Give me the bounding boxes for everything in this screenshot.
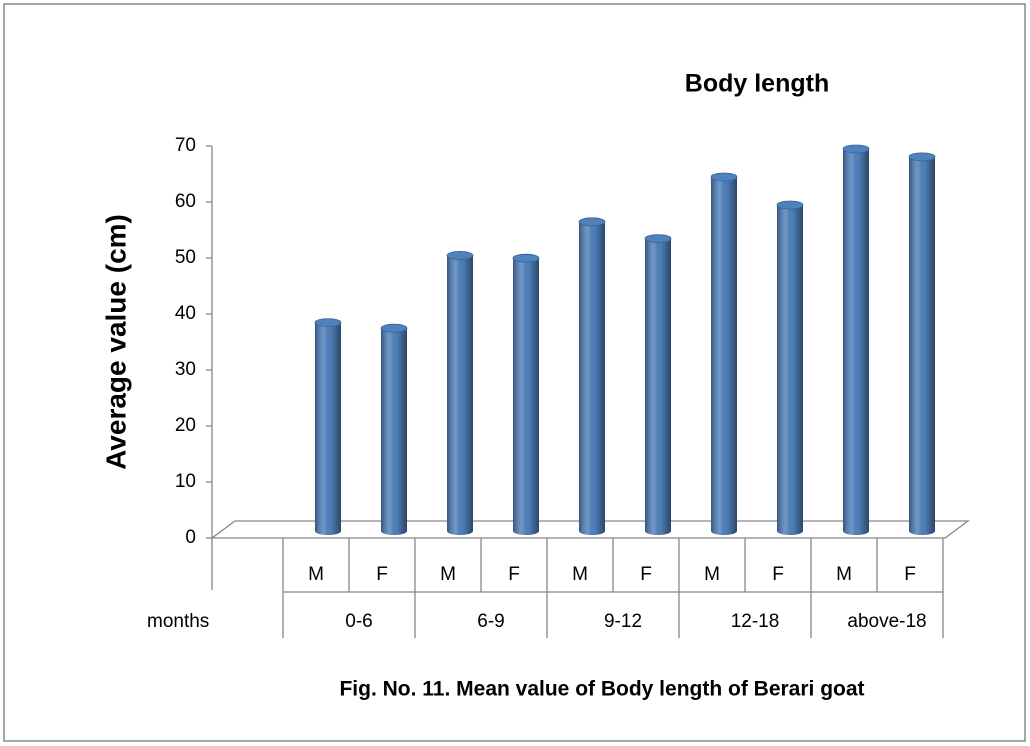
chart-title: Body length <box>685 70 829 98</box>
bar-top <box>314 318 342 328</box>
bar-shade <box>579 217 605 536</box>
x-tick-label: F <box>904 564 916 585</box>
bar-top <box>908 152 936 162</box>
x-tick-label: M <box>440 564 456 585</box>
group-label: 6-9 <box>477 611 504 632</box>
bar-shade <box>777 201 803 535</box>
bar-shade <box>909 152 935 535</box>
x-tick-label: M <box>308 564 324 585</box>
bar-top <box>512 253 540 263</box>
bar-shade <box>513 254 539 535</box>
x-tick-label: M <box>836 564 852 585</box>
bar-top <box>842 144 870 154</box>
x-axis-label: months <box>147 611 209 632</box>
x-tick-label: F <box>772 564 784 585</box>
bar-top <box>710 172 738 182</box>
y-tick-label: 40 <box>175 303 196 324</box>
x-tick-label: F <box>640 564 652 585</box>
y-tick-label: 0 <box>185 527 196 548</box>
y-tick-label: 30 <box>175 359 196 380</box>
y-tick-label: 70 <box>175 135 196 156</box>
y-axis-label: Average value (cm) <box>100 214 131 470</box>
floor <box>210 520 970 539</box>
y-tick-label: 60 <box>175 191 196 212</box>
bar-top <box>380 323 408 333</box>
bar-top <box>578 217 606 227</box>
y-tick-label: 10 <box>175 471 196 492</box>
x-tick-label: M <box>572 564 588 585</box>
bar-shade <box>645 234 671 535</box>
group-label: 12-18 <box>731 611 780 632</box>
y-tick-label: 50 <box>175 247 196 268</box>
group-label: 0-6 <box>345 611 372 632</box>
bar-shade <box>381 324 407 535</box>
bar-top <box>446 250 474 260</box>
bar-shade <box>447 251 473 535</box>
bar-top <box>644 234 672 244</box>
group-label: above-18 <box>847 611 926 632</box>
x-tick-label: M <box>704 564 720 585</box>
y-tick-label: 20 <box>175 415 196 436</box>
x-tick-label: F <box>376 564 388 585</box>
bar-shade <box>315 318 341 535</box>
bar-top <box>776 200 804 210</box>
group-label: 9-12 <box>604 611 642 632</box>
bar-shade <box>843 145 869 535</box>
x-tick-label: F <box>508 564 520 585</box>
caption: Fig. No. 11. Mean value of Body length o… <box>339 678 864 701</box>
bar-shade <box>711 173 737 535</box>
